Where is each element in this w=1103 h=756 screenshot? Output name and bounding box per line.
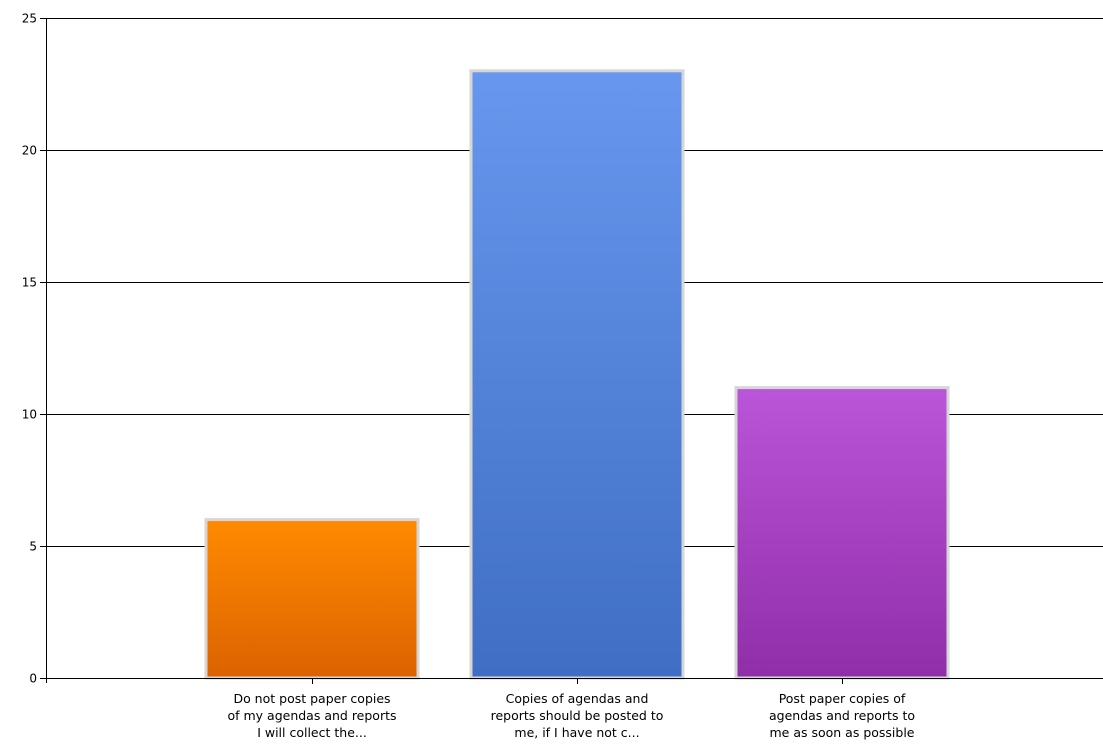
x-tick-label-line: reports should be posted to	[490, 708, 664, 723]
x-tick-label-line: of my agendas and reports	[227, 708, 397, 723]
x-tick-label-line: Do not post paper copies	[233, 691, 391, 706]
bar	[204, 518, 420, 680]
y-tick-label: 0	[29, 672, 37, 686]
y-tick-label: 10	[22, 408, 37, 422]
bars	[204, 69, 950, 680]
y-tick-label: 15	[22, 276, 37, 290]
x-tick-label: Copies of agendas and reports should be p…	[457, 690, 697, 741]
x-tick-label: Do not post paper copies of my agendas an…	[192, 690, 432, 741]
x-tick-label-line: I will collect the...	[257, 725, 367, 740]
x-tick-label-line: Post paper copies of	[778, 691, 906, 706]
x-tick-label: Post paper copies of agendas and reports …	[722, 690, 962, 741]
x-tick-label-line: agendas and reports to	[769, 708, 915, 723]
x-tick-label-line: Copies of agendas and	[505, 691, 649, 706]
y-tick-label: 25	[22, 12, 37, 26]
x-tick-label-line: me as soon as possible	[769, 725, 915, 740]
bar	[734, 386, 950, 680]
x-tick-label-line: me, if I have not c...	[514, 725, 640, 740]
y-tick-label: 20	[22, 144, 37, 158]
bar	[469, 69, 685, 680]
y-tick-label: 5	[29, 540, 37, 554]
axes: 0 5 10 15 20 25	[22, 12, 1103, 686]
